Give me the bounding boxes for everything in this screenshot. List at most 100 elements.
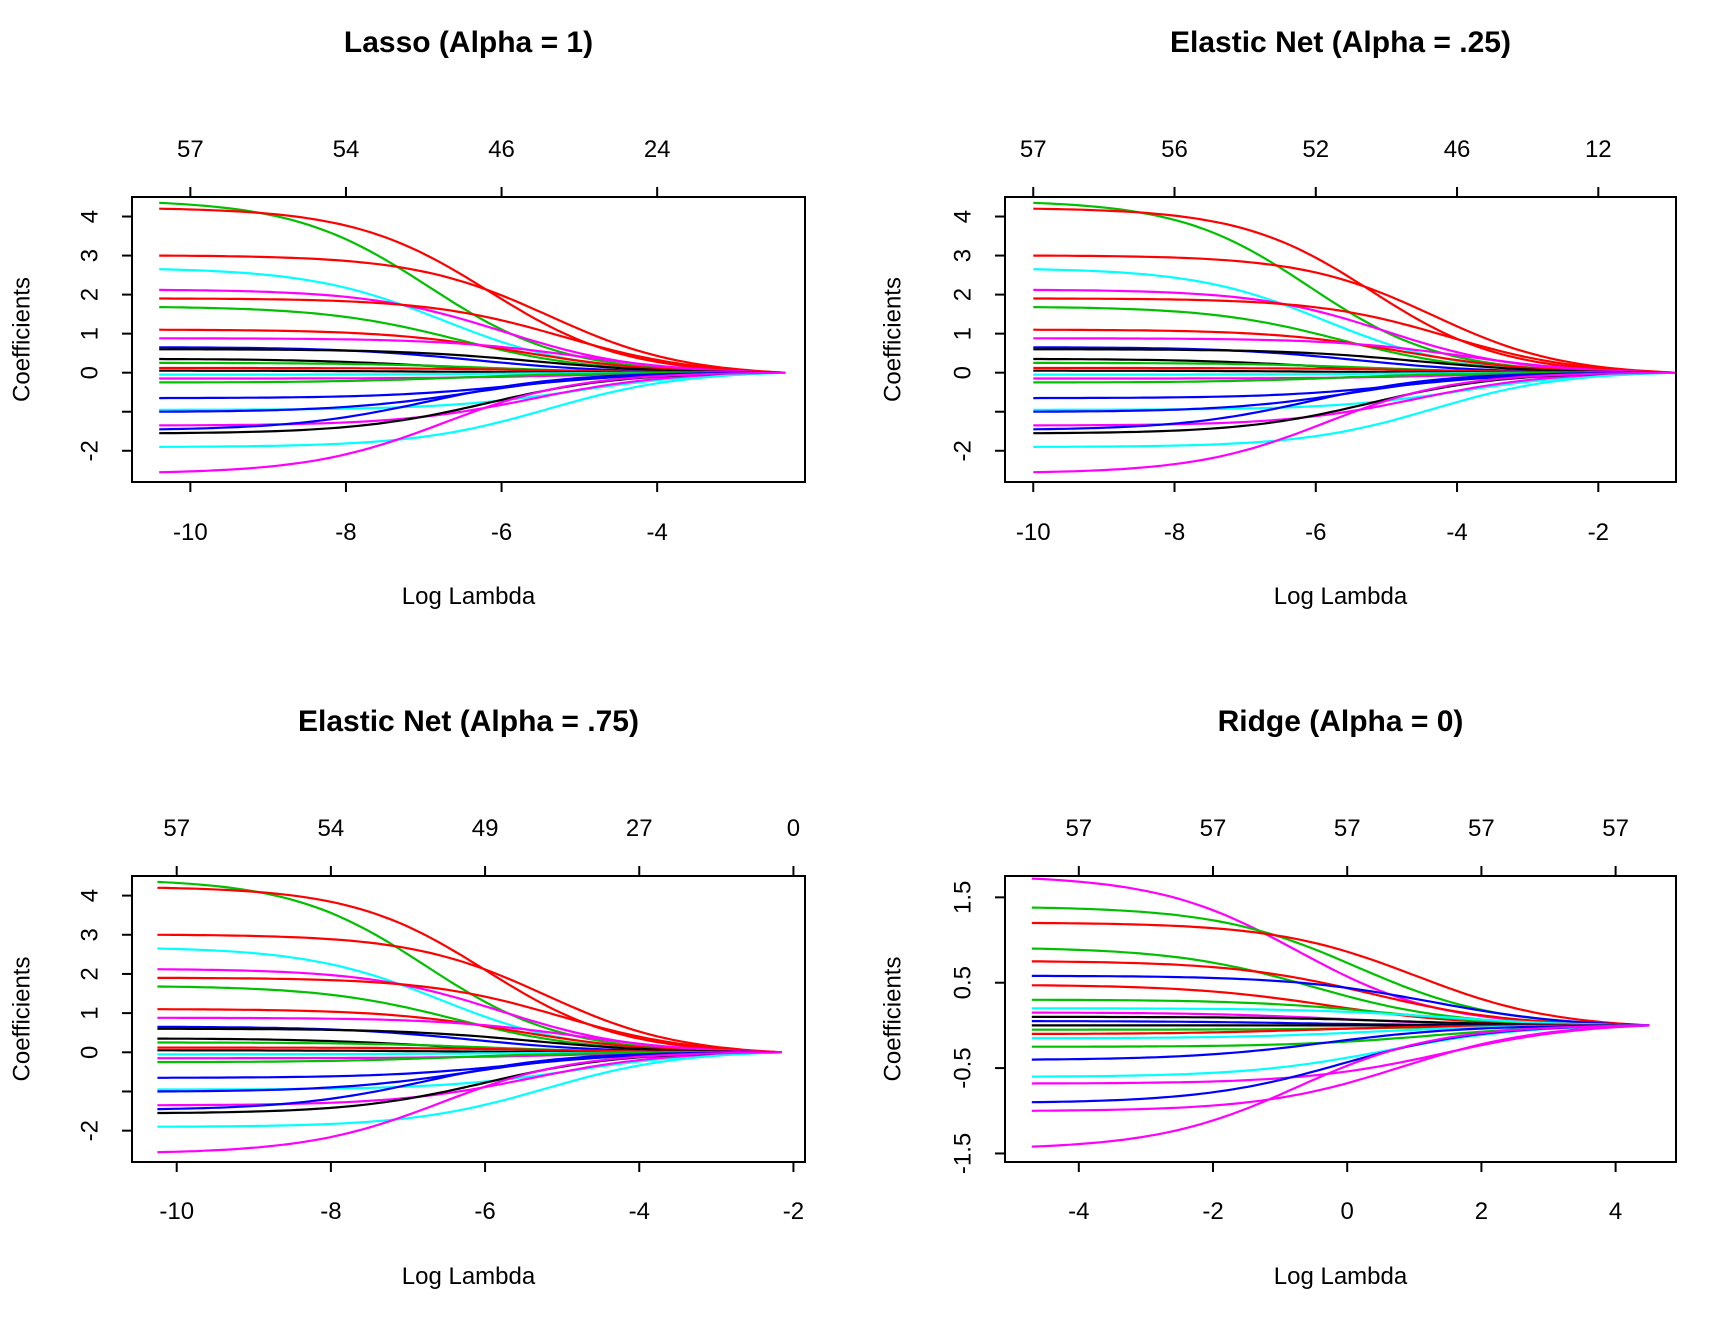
x-tick-label: -10	[159, 1198, 194, 1225]
series-line	[157, 976, 782, 1054]
y-tick-label: -2	[950, 440, 977, 461]
x-tick-label: -4	[647, 519, 668, 546]
y-axis-title: Coefficients	[9, 957, 36, 1082]
y-tick-label: 1	[950, 327, 977, 340]
chart-title: Elastic Net (Alpha = .25)	[1170, 26, 1511, 59]
series-line	[159, 371, 786, 474]
series-line	[1033, 337, 1677, 374]
chart-panel-3: Elastic Net (Alpha = .75) -10 -8 -6 -4 -2 57 54…	[9, 705, 806, 1290]
x-tick-label: -10	[1016, 519, 1051, 546]
series-line	[1033, 371, 1677, 448]
series-line	[157, 1016, 782, 1054]
plot-frame	[1004, 875, 1677, 1163]
series-line	[157, 1051, 782, 1111]
series-line	[1033, 297, 1677, 374]
plot-frame	[131, 875, 806, 1163]
series-line	[159, 371, 786, 427]
x-tick-label: -6	[474, 1198, 495, 1225]
series-line	[1031, 974, 1650, 1027]
series-line	[1031, 1024, 1650, 1085]
y-tick-label: 4	[950, 210, 977, 223]
top-tick-label: 54	[333, 136, 360, 163]
y-tick-label: 0	[77, 1046, 104, 1059]
y-tick-label: -2	[77, 440, 104, 461]
chart-title: Lasso (Alpha = 1)	[344, 26, 593, 59]
y-tick-label: 3	[77, 249, 104, 262]
y-axis-title: Coefficients	[880, 957, 907, 1082]
y-tick-label: 1	[77, 1006, 104, 1019]
series-line	[1031, 921, 1650, 1027]
series-line	[157, 1051, 782, 1107]
y-tick-label: 2	[950, 288, 977, 301]
x-tick-label: -2	[1588, 519, 1609, 546]
top-tick-label: 57	[1602, 815, 1629, 842]
series-line	[157, 933, 782, 1054]
x-axis-title: Log Lambda	[402, 1263, 536, 1290]
top-tick-label: 24	[644, 136, 671, 163]
y-tick-label: 3	[950, 249, 977, 262]
x-tick-label: -4	[1446, 519, 1467, 546]
top-tick-label: 57	[1334, 815, 1361, 842]
chart-panel-1: Lasso (Alpha = 1) -10 -8 -6 -4 57 54 46 24 -2 0 1 2 3…	[9, 26, 806, 610]
top-tick-label: 46	[488, 136, 515, 163]
series-line	[1031, 1007, 1650, 1027]
y-tick-label: 0.5	[950, 966, 977, 999]
series-line	[1031, 1024, 1650, 1148]
y-tick-label: 1	[77, 327, 104, 340]
series-line	[1031, 1024, 1650, 1112]
top-tick-label: 57	[1020, 136, 1047, 163]
chart-panel-4: Ridge (Alpha = 0) -4 -2 0 2 4 57 57 57 57 57 -1.5 -0…	[880, 705, 1677, 1290]
x-tick-label: 4	[1609, 1198, 1622, 1225]
top-tick-label: 56	[1161, 136, 1188, 163]
y-tick-label: 2	[77, 967, 104, 980]
series-line	[157, 886, 782, 1054]
x-tick-label: -2	[1202, 1198, 1223, 1225]
series-line	[159, 371, 786, 431]
y-tick-label: 3	[77, 928, 104, 941]
top-tick-label: 52	[1302, 136, 1329, 163]
x-tick-label: -10	[173, 519, 208, 546]
x-tick-label: -8	[1164, 519, 1185, 546]
x-axis-title: Log Lambda	[402, 583, 536, 610]
series-line	[157, 1051, 782, 1154]
x-axis-title: Log Lambda	[1274, 1263, 1408, 1290]
y-axis-title: Coefficients	[880, 277, 907, 402]
plot-frame	[1004, 196, 1677, 483]
top-tick-label: 57	[1200, 815, 1227, 842]
y-tick-label: -2	[77, 1120, 104, 1141]
series-line	[159, 207, 786, 374]
top-tick-label: 27	[626, 815, 653, 842]
y-tick-label: -1.5	[950, 1133, 977, 1174]
x-axis-title: Log Lambda	[1274, 583, 1408, 610]
x-tick-label: -4	[629, 1198, 650, 1225]
series-line	[1033, 207, 1677, 374]
top-tick-label: 57	[1468, 815, 1495, 842]
series-line	[1033, 348, 1677, 374]
top-tick-label: 46	[1444, 136, 1471, 163]
chart-panel-2: Elastic Net (Alpha = .25) -10 -8 -6 -4 -2 57 56…	[880, 26, 1677, 610]
y-tick-label: 4	[77, 210, 104, 223]
chart-title: Ridge (Alpha = 0)	[1218, 705, 1464, 738]
x-tick-label: -8	[335, 519, 356, 546]
top-tick-label: 57	[1065, 815, 1092, 842]
y-axis-title: Coefficients	[9, 277, 36, 402]
series-line	[1033, 371, 1676, 474]
chart-title: Elastic Net (Alpha = .75)	[298, 705, 639, 738]
plot-frame	[131, 196, 806, 483]
series-line	[159, 254, 786, 374]
y-tick-label: 2	[77, 288, 104, 301]
series-line	[1033, 254, 1677, 374]
x-tick-label: -6	[491, 519, 512, 546]
y-tick-label: 0	[950, 366, 977, 379]
x-tick-label: -2	[783, 1198, 804, 1225]
x-tick-label: -4	[1068, 1198, 1089, 1225]
top-tick-label: 0	[787, 815, 800, 842]
top-tick-label: 12	[1585, 136, 1612, 163]
y-tick-label: 4	[77, 889, 104, 902]
series-line	[159, 297, 786, 374]
y-tick-label: 1.5	[950, 881, 977, 914]
x-tick-label: -8	[320, 1198, 341, 1225]
series-line	[157, 1051, 782, 1128]
top-tick-label: 49	[472, 815, 499, 842]
